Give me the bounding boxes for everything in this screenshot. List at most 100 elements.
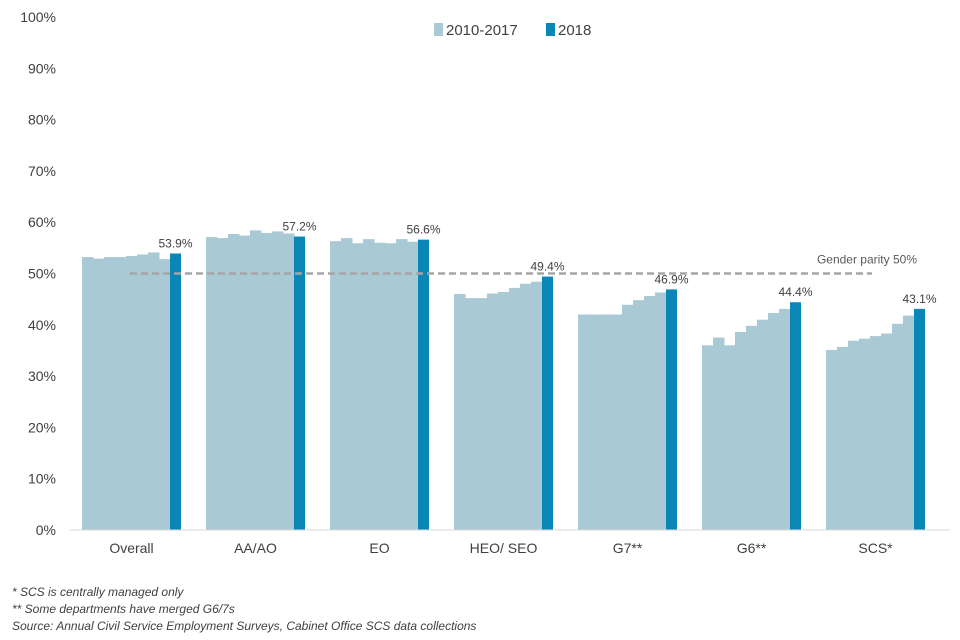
bar-2010-2017	[735, 331, 747, 530]
legend-label: 2018	[558, 22, 591, 39]
bar-2010-2017	[578, 314, 590, 530]
bar-2010-2017	[892, 323, 904, 530]
y-axis: 0% 10% 20% 30% 40% 50% 60% 70% 80% 90% 100%	[20, 9, 56, 538]
data-label-2018: 53.9%	[158, 236, 192, 250]
bar-2010-2017	[374, 242, 386, 530]
bar-2010-2017	[702, 345, 714, 530]
bar-2018	[914, 308, 925, 530]
category-label: SCS*	[858, 540, 893, 556]
bar-2010-2017	[768, 313, 780, 530]
footnote-scs: * SCS is centrally managed only	[12, 585, 184, 599]
y-tick-label: 0%	[36, 522, 56, 538]
source-note: Source: Annual Civil Service Employment …	[12, 619, 477, 633]
bar-2010-2017	[363, 239, 375, 530]
bar-2010-2017	[476, 298, 488, 530]
bar-2018	[294, 236, 305, 530]
bar-2010-2017	[385, 243, 397, 530]
legend-swatch	[434, 23, 443, 36]
bar-2010-2017	[757, 319, 769, 530]
bar-2010-2017	[870, 336, 882, 530]
bar-2010-2017	[859, 338, 871, 530]
bar-2010-2017	[633, 300, 645, 530]
y-tick-label: 60%	[28, 214, 56, 230]
bar-2010-2017	[239, 235, 251, 530]
bar-2010-2017	[713, 337, 725, 530]
bar-2010-2017	[724, 345, 736, 530]
bar-2010-2017	[487, 293, 499, 530]
category-label: HEO/ SEO	[470, 540, 538, 556]
legend-swatch	[546, 23, 555, 36]
bar-2010-2017	[115, 257, 127, 530]
bar-2010-2017	[352, 243, 364, 530]
bar-2010-2017	[509, 287, 521, 530]
bar-2010-2017	[465, 298, 477, 530]
bar-2010-2017	[82, 257, 94, 530]
legend-label: 2010-2017	[446, 22, 518, 39]
data-label-2018: 46.9%	[654, 272, 688, 286]
bar-2010-2017	[611, 314, 623, 530]
data-label-2018: 57.2%	[282, 220, 316, 234]
bar-2010-2017	[104, 257, 116, 530]
bar-2010-2017	[848, 340, 860, 530]
bar-2010-2017	[589, 314, 601, 530]
category-label: Overall	[109, 540, 153, 556]
bar-2010-2017	[655, 292, 667, 530]
y-tick-label: 40%	[28, 317, 56, 333]
data-label-2018: 43.1%	[902, 292, 936, 306]
legend: 2010-2017 2018	[434, 22, 591, 39]
bar-2010-2017	[206, 237, 218, 530]
bar-2018	[418, 239, 429, 530]
bar-2010-2017	[903, 315, 915, 530]
bar-2010-2017	[881, 333, 893, 530]
bar-2010-2017	[531, 281, 543, 530]
bar-2010-2017	[148, 252, 160, 531]
data-label-2018: 44.4%	[778, 285, 812, 299]
bar-2010-2017	[93, 258, 105, 530]
data-label-2018: 56.6%	[406, 223, 440, 237]
data-labels-group: 53.9% 57.2% 56.6% 49.4% 46.9% 44.4% 43.1%	[158, 220, 936, 306]
bar-2010-2017	[407, 241, 419, 530]
y-tick-label: 70%	[28, 163, 56, 179]
bar-2010-2017	[746, 325, 758, 530]
bar-2018	[790, 302, 801, 530]
bar-2010-2017	[126, 256, 138, 530]
bars-group	[82, 230, 925, 531]
y-tick-label: 20%	[28, 419, 56, 435]
bar-2010-2017	[283, 233, 295, 530]
bar-2010-2017	[396, 239, 408, 530]
y-tick-label: 80%	[28, 112, 56, 128]
bar-2010-2017	[330, 241, 342, 530]
y-tick-label: 100%	[20, 9, 56, 25]
category-labels-group: Overall AA/AO EO HEO/ SEO G7** G6** SCS*	[109, 540, 893, 556]
parity-label: Gender parity 50%	[817, 253, 917, 267]
bar-2010-2017	[826, 349, 838, 530]
bar-2010-2017	[159, 259, 171, 530]
bar-2018	[170, 253, 181, 531]
footnotes: * SCS is centrally managed only ** Some …	[12, 584, 476, 635]
y-tick-label: 90%	[28, 60, 56, 76]
bar-2018	[666, 289, 677, 530]
y-tick-label: 10%	[28, 471, 56, 487]
bar-2010-2017	[250, 230, 262, 530]
bar-2010-2017	[600, 314, 612, 530]
bar-2018	[542, 276, 553, 530]
bar-2010-2017	[779, 308, 791, 530]
bar-2010-2017	[228, 233, 240, 530]
bar-2010-2017	[498, 291, 510, 530]
category-label: G6**	[737, 540, 767, 556]
bar-2010-2017	[217, 238, 229, 530]
bar-2010-2017	[137, 254, 149, 531]
y-tick-label: 30%	[28, 368, 56, 384]
category-label: EO	[369, 540, 389, 556]
footnote-g6-g7: ** Some departments have merged G6/7s	[12, 602, 235, 616]
bar-2010-2017	[341, 238, 353, 530]
gender-parity-reference: Gender parity 50%	[130, 253, 917, 275]
bar-2010-2017	[454, 294, 466, 530]
bar-2010-2017	[622, 304, 634, 530]
category-label: AA/AO	[234, 540, 277, 556]
bar-2010-2017	[272, 231, 284, 530]
data-label-2018: 49.4%	[530, 260, 564, 274]
bar-2010-2017	[520, 283, 532, 530]
bar-2010-2017	[261, 232, 273, 530]
bar-2010-2017	[644, 296, 656, 530]
